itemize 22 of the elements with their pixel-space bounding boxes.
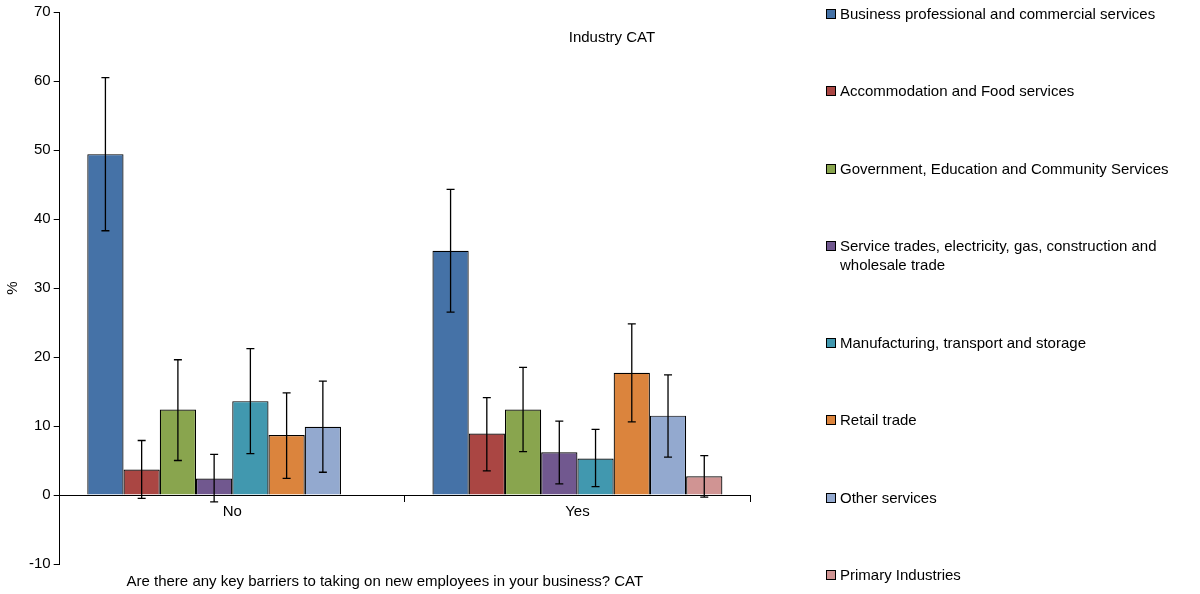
y-tick-label: 20 xyxy=(33,347,51,365)
y-tick-label: 70 xyxy=(33,2,51,20)
y-axis-title: % xyxy=(3,281,21,295)
y-tick-label: 40 xyxy=(33,209,51,227)
y-tick-label: 10 xyxy=(33,416,51,434)
y-tick-label: 30 xyxy=(33,278,51,296)
legend-label: Retail trade xyxy=(840,410,917,430)
legend-label: Service trades, electricity, gas, construction and wholesale trade xyxy=(840,236,1158,275)
y-tick-label: 50 xyxy=(33,140,51,158)
legend-label: Business professional and commercial services xyxy=(840,4,1156,23)
legend-label: Manufacturing, transport and storage xyxy=(840,332,1086,352)
x-tick-label: Yes xyxy=(565,502,590,520)
legend-label: Government, Education and Community Services xyxy=(840,158,1169,178)
legend-label: Accommodation and Food services xyxy=(840,81,1075,101)
legend-label: Primary Industries xyxy=(840,564,961,584)
y-tick-label: -10 xyxy=(28,554,51,572)
y-tick-label: 0 xyxy=(42,485,51,503)
legend-title: Industry CAT xyxy=(568,28,656,45)
legend-label: Other services xyxy=(840,487,937,507)
x-axis-title: Are there any key barriers to taking on new employees in your business? CAT xyxy=(126,572,644,589)
y-tick-label: 60 xyxy=(33,71,51,89)
x-tick-label: No xyxy=(222,502,242,520)
